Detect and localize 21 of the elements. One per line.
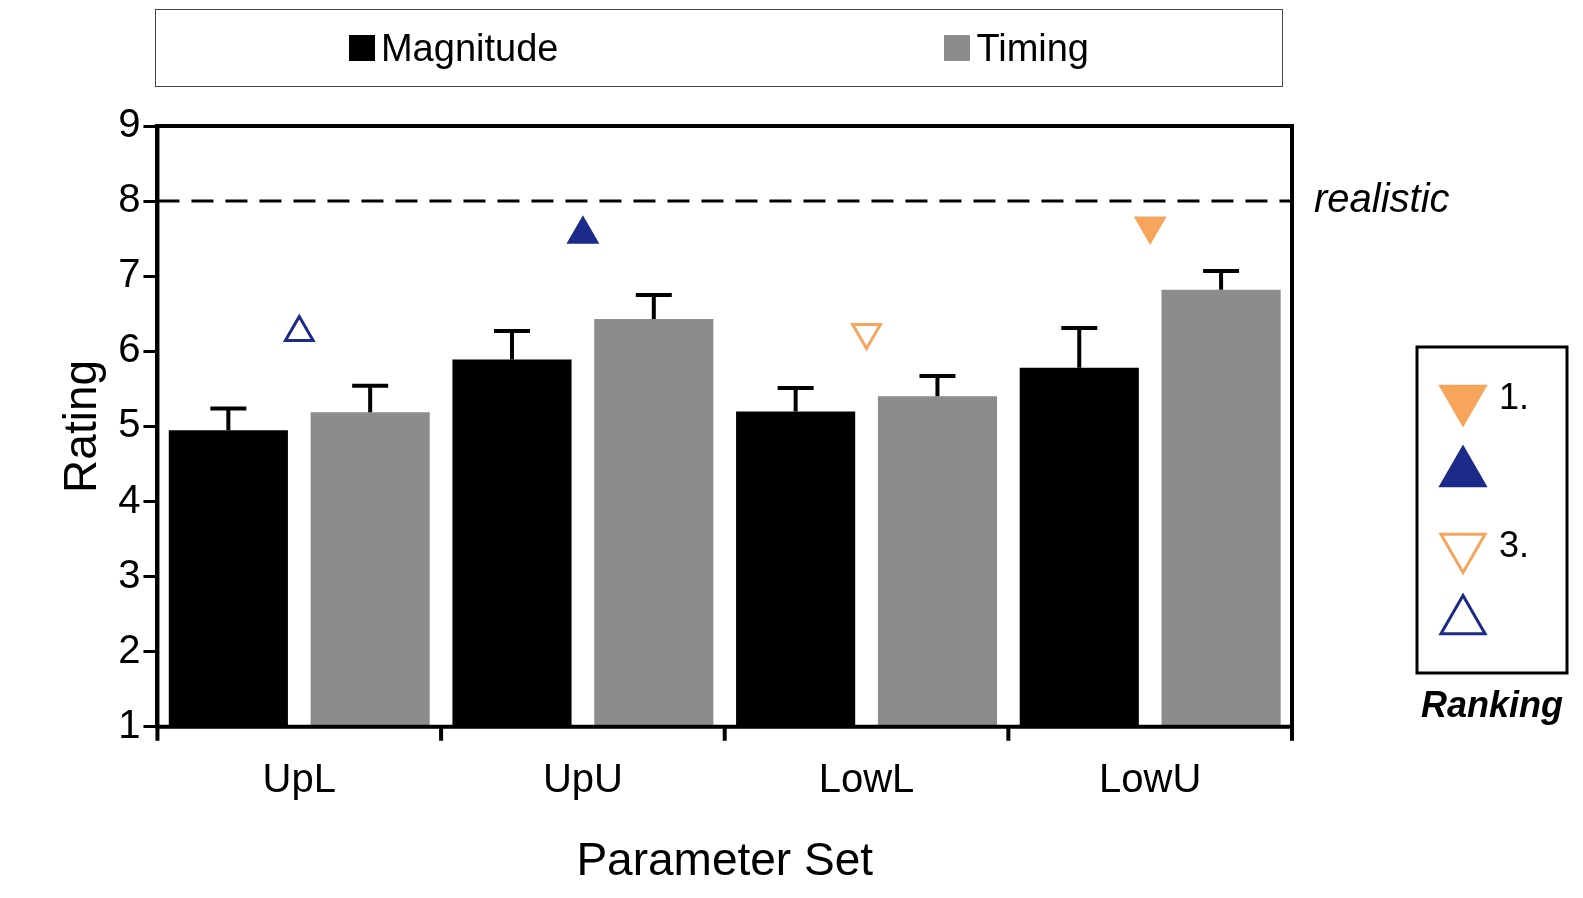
legend-label: 3. bbox=[1499, 523, 1530, 565]
x-tick-label: UpU bbox=[542, 755, 623, 800]
x-tick-label: LowU bbox=[1099, 755, 1202, 800]
legend-label: Timing bbox=[976, 26, 1089, 70]
y-tick-label: 2 bbox=[118, 626, 141, 671]
y-tick-label: 6 bbox=[118, 326, 141, 371]
y-tick-label: 7 bbox=[118, 251, 141, 296]
y-tick-label: 3 bbox=[118, 551, 141, 596]
y-tick-label: 5 bbox=[118, 401, 141, 446]
x-axis-title: Parameter Set bbox=[576, 833, 874, 886]
y-tick-label: 4 bbox=[118, 476, 141, 521]
y-axis-title: Rating bbox=[54, 359, 107, 493]
legend-label: 1. bbox=[1499, 375, 1530, 417]
ref-line-label: realistic bbox=[1314, 176, 1450, 221]
x-tick-label: UpL bbox=[262, 755, 336, 800]
legend-title: Ranking bbox=[1420, 683, 1564, 725]
y-tick-label: 1 bbox=[118, 701, 141, 746]
y-tick-label: 8 bbox=[118, 176, 141, 221]
y-tick-label: 9 bbox=[118, 101, 141, 146]
legend-label: Magnitude bbox=[380, 26, 559, 70]
x-tick-label: LowL bbox=[818, 755, 915, 800]
